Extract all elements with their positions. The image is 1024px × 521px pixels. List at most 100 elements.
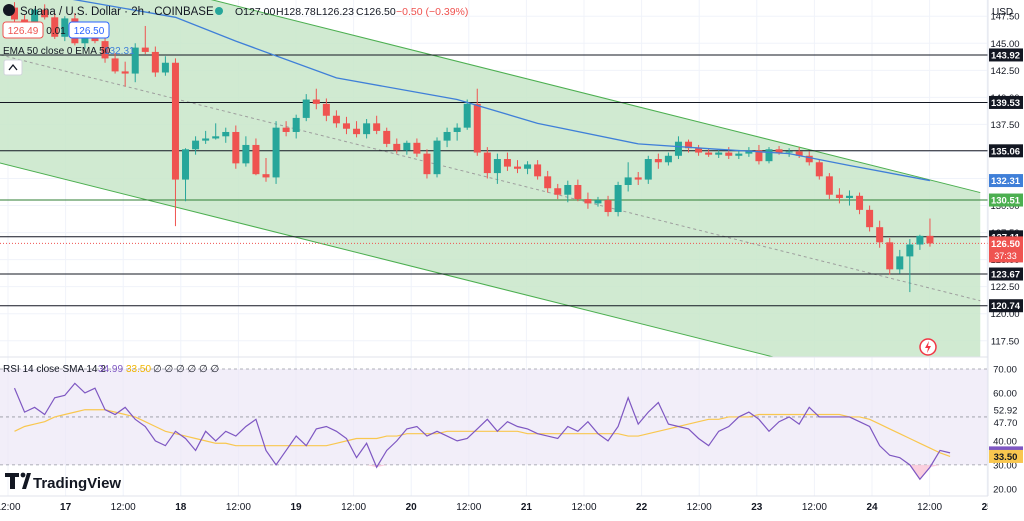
candle-body[interactable]: [856, 195, 864, 210]
candle[interactable]: [363, 119, 371, 139]
candle-body[interactable]: [121, 71, 129, 74]
candle[interactable]: [202, 130, 210, 144]
candle-body[interactable]: [393, 143, 401, 151]
candle[interactable]: [685, 139, 693, 153]
candle[interactable]: [805, 151, 813, 166]
candle[interactable]: [574, 179, 582, 202]
candle-body[interactable]: [534, 164, 542, 177]
candle[interactable]: [654, 153, 662, 169]
candle-body[interactable]: [403, 142, 411, 151]
candle[interactable]: [554, 183, 562, 200]
candle-body[interactable]: [876, 227, 884, 243]
candle-body[interactable]: [715, 152, 723, 155]
candle[interactable]: [453, 123, 461, 141]
candle-body[interactable]: [353, 128, 361, 135]
candle[interactable]: [825, 173, 833, 200]
candle[interactable]: [41, 4, 49, 20]
candle[interactable]: [745, 147, 753, 157]
candle[interactable]: [322, 98, 330, 122]
candle-body[interactable]: [262, 174, 270, 178]
candle[interactable]: [564, 180, 572, 203]
candle[interactable]: [11, 2, 18, 24]
candle-body[interactable]: [342, 123, 350, 129]
candle-body[interactable]: [896, 256, 904, 270]
candle-body[interactable]: [31, 9, 39, 22]
candle[interactable]: [332, 110, 340, 128]
candle[interactable]: [342, 116, 350, 135]
candle[interactable]: [845, 190, 853, 206]
candle-body[interactable]: [292, 117, 300, 132]
candle[interactable]: [856, 192, 864, 215]
candle-body[interactable]: [785, 151, 793, 153]
candle-body[interactable]: [61, 18, 69, 37]
candle-body[interactable]: [916, 235, 924, 245]
candle[interactable]: [604, 195, 612, 217]
candle-body[interactable]: [755, 150, 763, 162]
candle[interactable]: [413, 138, 421, 157]
candle-body[interactable]: [222, 131, 230, 137]
candle-body[interactable]: [473, 103, 481, 153]
candle[interactable]: [815, 159, 823, 180]
candle[interactable]: [242, 136, 250, 167]
candle-body[interactable]: [795, 151, 803, 156]
rsi-pane[interactable]: [0, 356, 988, 481]
candle-body[interactable]: [624, 177, 632, 185]
candle[interactable]: [463, 99, 471, 130]
currency-label[interactable]: USD: [992, 7, 1013, 18]
candle-body[interactable]: [302, 99, 310, 118]
candle-body[interactable]: [232, 131, 240, 164]
candle-body[interactable]: [775, 149, 783, 153]
candle[interactable]: [735, 150, 743, 160]
candle-body[interactable]: [41, 9, 49, 18]
candle[interactable]: [161, 56, 169, 76]
alert-button[interactable]: [919, 338, 937, 356]
candle-body[interactable]: [735, 153, 743, 156]
candle[interactable]: [544, 170, 552, 193]
candle-body[interactable]: [674, 141, 682, 156]
candle-body[interactable]: [242, 144, 250, 164]
candle-body[interactable]: [151, 51, 159, 73]
candle-body[interactable]: [866, 209, 874, 228]
candle[interactable]: [765, 147, 773, 164]
candle[interactable]: [644, 155, 652, 184]
candle[interactable]: [222, 127, 230, 143]
tradingview-logo[interactable]: TradingView: [5, 472, 121, 492]
candle[interactable]: [614, 181, 622, 217]
candle-body[interactable]: [131, 47, 139, 74]
candle-body[interactable]: [614, 184, 622, 213]
candle-body[interactable]: [604, 200, 612, 213]
candle[interactable]: [835, 188, 843, 204]
candle-body[interactable]: [202, 138, 210, 141]
candle[interactable]: [916, 234, 924, 250]
buy-button[interactable]: [68, 21, 110, 39]
price-axis[interactable]: 117.50120.00122.50125.00127.50130.00132.…: [987, 0, 1024, 516]
candle[interactable]: [896, 249, 904, 274]
candle[interactable]: [373, 115, 381, 135]
candle-body[interactable]: [111, 58, 119, 72]
candle[interactable]: [493, 153, 501, 184]
candle[interactable]: [182, 148, 190, 202]
candles[interactable]: [11, 2, 934, 293]
sell-button[interactable]: [2, 21, 44, 39]
candle-body[interactable]: [332, 115, 340, 124]
candle-body[interactable]: [493, 159, 501, 174]
candle-body[interactable]: [272, 127, 280, 178]
candle-body[interactable]: [423, 153, 431, 175]
candle-body[interactable]: [463, 103, 471, 128]
candle[interactable]: [282, 121, 290, 137]
candle-body[interactable]: [413, 142, 421, 154]
candle[interactable]: [141, 25, 149, 55]
candle-body[interactable]: [845, 195, 853, 198]
candle-body[interactable]: [11, 7, 18, 20]
candle[interactable]: [695, 144, 703, 156]
candle[interactable]: [674, 136, 682, 160]
candle[interactable]: [926, 218, 934, 247]
candle-body[interactable]: [141, 47, 149, 52]
candle[interactable]: [252, 138, 260, 176]
candle[interactable]: [423, 149, 431, 179]
candle[interactable]: [101, 34, 109, 63]
candle-body[interactable]: [544, 176, 552, 189]
candle-body[interactable]: [51, 17, 59, 37]
